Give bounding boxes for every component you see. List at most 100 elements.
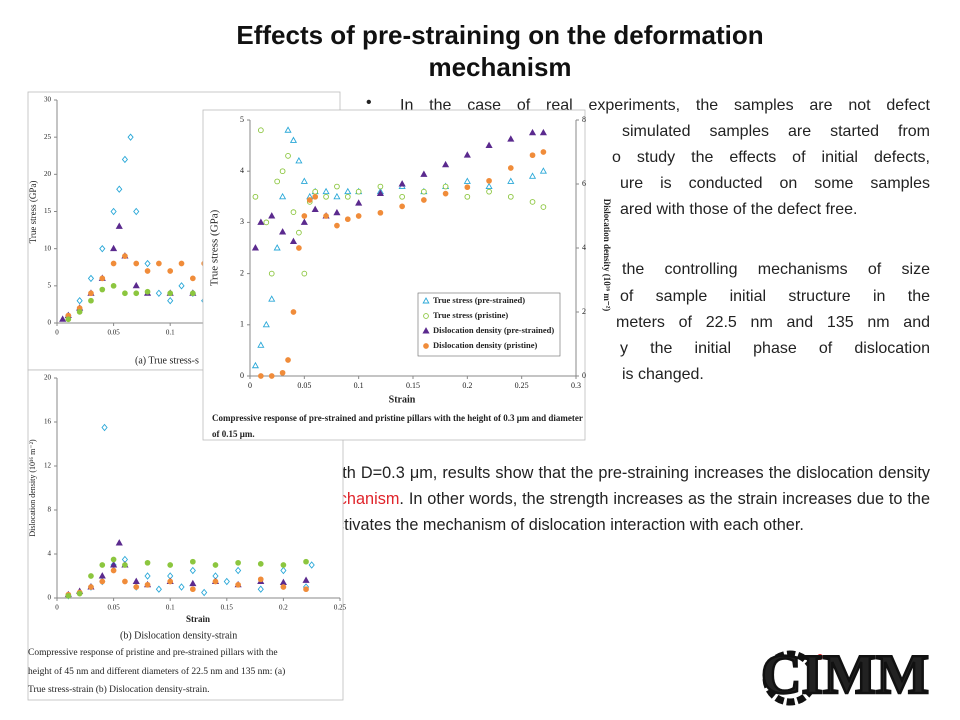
point bbox=[257, 218, 265, 225]
point bbox=[178, 282, 185, 290]
point bbox=[442, 160, 450, 168]
bullet-line: ure is conducted on some samples bbox=[620, 175, 930, 192]
point bbox=[178, 583, 185, 591]
point bbox=[280, 584, 287, 590]
point bbox=[257, 585, 264, 593]
logo-text: CIMM bbox=[761, 644, 929, 706]
point bbox=[486, 188, 492, 195]
y-tick-label: 20 bbox=[44, 170, 52, 178]
point bbox=[252, 193, 259, 200]
bullet-line: ared with those of the defect free. bbox=[620, 201, 858, 218]
point bbox=[507, 193, 514, 200]
y-tick-label: 5 bbox=[48, 281, 52, 289]
point bbox=[507, 135, 515, 142]
caption: of 0.15 μm. bbox=[212, 429, 255, 439]
point bbox=[463, 151, 471, 158]
point bbox=[235, 559, 241, 566]
caption: Compressive response of pristine and pre… bbox=[28, 647, 278, 658]
caption: (b) Dislocation density-strain bbox=[120, 630, 237, 641]
point bbox=[235, 566, 242, 575]
point bbox=[308, 561, 315, 569]
bullet-line: o study the effects of initial defects, bbox=[612, 149, 930, 166]
point bbox=[155, 585, 162, 593]
point bbox=[127, 133, 134, 141]
point bbox=[377, 183, 384, 190]
point bbox=[144, 288, 151, 295]
point bbox=[333, 208, 341, 216]
point bbox=[99, 286, 106, 293]
y-tick-label: 4 bbox=[240, 166, 244, 175]
point bbox=[399, 203, 405, 210]
point bbox=[251, 244, 260, 251]
point bbox=[133, 584, 140, 590]
point bbox=[398, 180, 406, 187]
point bbox=[99, 244, 106, 253]
caption: height of 45 nm and different diameters … bbox=[28, 666, 285, 677]
point bbox=[257, 341, 265, 348]
point bbox=[333, 192, 341, 200]
point bbox=[110, 260, 117, 267]
point bbox=[344, 193, 351, 200]
point bbox=[300, 177, 308, 184]
y-tick-label: 4 bbox=[48, 550, 52, 558]
point bbox=[258, 373, 264, 379]
point bbox=[201, 588, 208, 597]
point bbox=[463, 177, 471, 184]
point bbox=[257, 561, 264, 567]
point bbox=[144, 572, 151, 580]
x-tick-label: 0.25 bbox=[515, 381, 529, 390]
caption: True stress-strain (b) Dislocation densi… bbox=[28, 684, 209, 695]
point bbox=[88, 584, 94, 590]
x-tick-label: 0.3 bbox=[571, 381, 581, 390]
point bbox=[539, 167, 547, 174]
y2-tick-label: 0 bbox=[582, 371, 586, 380]
point bbox=[189, 290, 196, 297]
legend-marker bbox=[423, 343, 429, 349]
y-tick-label: 15 bbox=[44, 207, 52, 215]
y-tick-label: 10 bbox=[44, 244, 52, 252]
point bbox=[295, 157, 303, 164]
point bbox=[212, 562, 219, 568]
point bbox=[115, 222, 123, 229]
x-tick-label: 0 bbox=[55, 329, 59, 337]
point bbox=[133, 260, 140, 267]
point bbox=[280, 566, 287, 575]
point bbox=[178, 260, 185, 267]
point bbox=[110, 244, 118, 252]
point bbox=[486, 177, 492, 184]
point bbox=[167, 268, 174, 274]
bullet-line: y the initial phase of dislocation bbox=[620, 340, 930, 357]
legend-label: Dislocation density (pristine) bbox=[433, 340, 538, 350]
point bbox=[121, 155, 129, 164]
point bbox=[312, 188, 319, 195]
point bbox=[263, 219, 270, 226]
point bbox=[290, 309, 297, 315]
point bbox=[322, 187, 330, 195]
point bbox=[334, 222, 340, 229]
point bbox=[189, 566, 196, 575]
y-tick-label: 30 bbox=[44, 96, 52, 104]
chart-frame bbox=[202, 109, 586, 441]
bullet-glyph: • bbox=[366, 94, 372, 111]
point bbox=[279, 228, 287, 235]
point bbox=[110, 282, 117, 289]
point bbox=[274, 178, 281, 185]
point bbox=[540, 149, 547, 155]
point bbox=[257, 576, 264, 583]
point bbox=[279, 369, 286, 376]
point bbox=[189, 558, 196, 565]
point bbox=[122, 578, 128, 585]
point bbox=[528, 128, 537, 136]
point bbox=[189, 275, 196, 282]
legend-marker bbox=[423, 313, 429, 319]
x-tick-label: 0.05 bbox=[297, 381, 311, 390]
point bbox=[280, 562, 287, 568]
y2-tick-label: 6 bbox=[582, 179, 586, 188]
point bbox=[110, 207, 117, 216]
point bbox=[132, 577, 140, 584]
y-tick-label: 1 bbox=[240, 320, 244, 329]
point bbox=[300, 218, 308, 225]
point bbox=[110, 567, 117, 574]
y-tick-label: 3 bbox=[240, 217, 244, 226]
